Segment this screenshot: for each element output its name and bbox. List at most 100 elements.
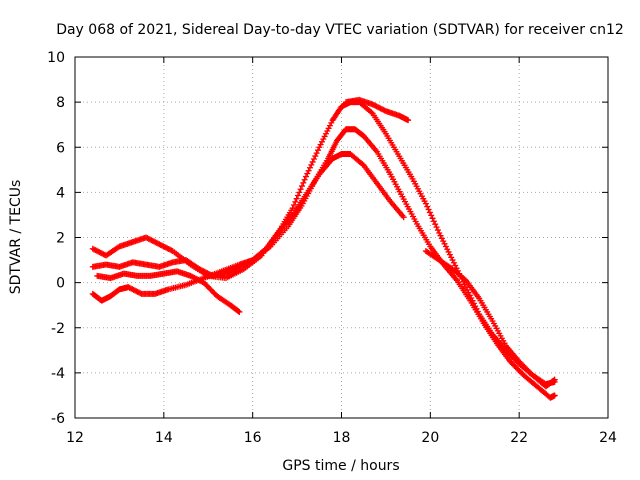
data-point [314,147,321,154]
x-tick-label: 20 [421,430,439,446]
data-point [466,292,473,299]
x-tick-label: 16 [244,430,262,446]
data-point [304,170,311,177]
series-track-e [342,96,412,124]
data-point [312,153,319,160]
series-track-f [422,248,558,388]
data-point [400,214,407,221]
data-point [313,150,320,157]
data-point [290,202,297,209]
data-point [470,300,477,307]
data-point [310,155,317,162]
x-tick-label: 14 [155,430,173,446]
data-point [472,303,479,310]
data-point [236,308,243,315]
x-tick-label: 18 [333,430,351,446]
data-point [309,158,316,165]
data-point [469,297,476,304]
data-point [442,243,449,250]
y-tick-label: -6 [51,411,65,427]
data-point [551,378,558,385]
data-point [305,167,312,174]
data-point [328,119,335,126]
data-point [320,136,327,143]
data-point [381,107,388,114]
data-point [405,117,412,124]
data-point [441,240,448,247]
x-axis: 12 14 16 18 20 22 24 [66,57,617,446]
data-point [422,200,429,207]
data-point [317,141,324,148]
data-point [468,294,475,301]
data-point [440,238,447,245]
y-axis: 10 8 6 4 2 0 -2 -4 -6 [47,50,608,427]
data-point [474,308,481,315]
y-tick-label: -4 [51,366,65,382]
data-point [326,122,333,129]
data-point [429,215,436,222]
data-point [449,257,456,264]
x-axis-label: GPS time / hours [282,458,399,474]
data-point [296,189,303,196]
x-tick-label: 22 [510,430,528,446]
data-point [464,286,471,293]
y-tick-label: 4 [56,185,65,201]
data-point [137,290,144,297]
data-point [433,224,440,231]
y-tick-label: 2 [56,231,65,247]
data-point [308,161,315,168]
series-track-b [89,99,558,390]
data-point [452,262,459,269]
x-tick-label: 24 [599,430,617,446]
series-track-d [94,268,243,315]
data-point [432,221,439,228]
grid [75,57,608,418]
data-point [316,144,323,151]
data-point [446,251,453,258]
data-point [235,308,242,315]
data-point [424,203,431,210]
data-point [297,186,304,193]
data-point [261,246,268,253]
data-series-group [89,96,558,401]
y-tick-label: -2 [51,321,65,337]
data-point [425,206,432,213]
data-point [450,259,457,266]
data-point [298,183,305,190]
data-point [551,392,558,399]
series-track-c [89,151,407,279]
data-point [436,229,443,236]
data-point [434,227,441,234]
x-tick-label: 12 [66,430,84,446]
data-point [473,305,480,312]
data-point [428,212,435,219]
data-point [430,218,437,225]
data-point [438,235,445,242]
data-point [301,176,308,183]
y-tick-label: 10 [47,50,65,66]
y-tick-label: 8 [56,95,65,111]
data-point [448,254,455,261]
data-point [465,289,472,296]
data-point [306,164,313,171]
data-point [444,246,451,253]
data-point [437,232,444,239]
data-point [293,195,300,202]
data-point [325,125,332,132]
data-point [324,128,331,135]
data-point [292,198,299,205]
data-point [368,109,375,116]
data-point [426,209,433,216]
data-point [300,179,307,186]
data-point [168,247,175,254]
data-point [321,133,328,140]
data-point [289,205,296,212]
data-point [302,173,309,180]
data-point [359,161,366,168]
data-point [318,138,325,145]
y-axis-label: SDTVAR / TECUs [8,180,24,295]
data-point [461,276,468,283]
chart-title: Day 068 of 2021, Sidereal Day-to-day VTE… [56,22,624,38]
y-tick-label: 0 [56,276,65,292]
